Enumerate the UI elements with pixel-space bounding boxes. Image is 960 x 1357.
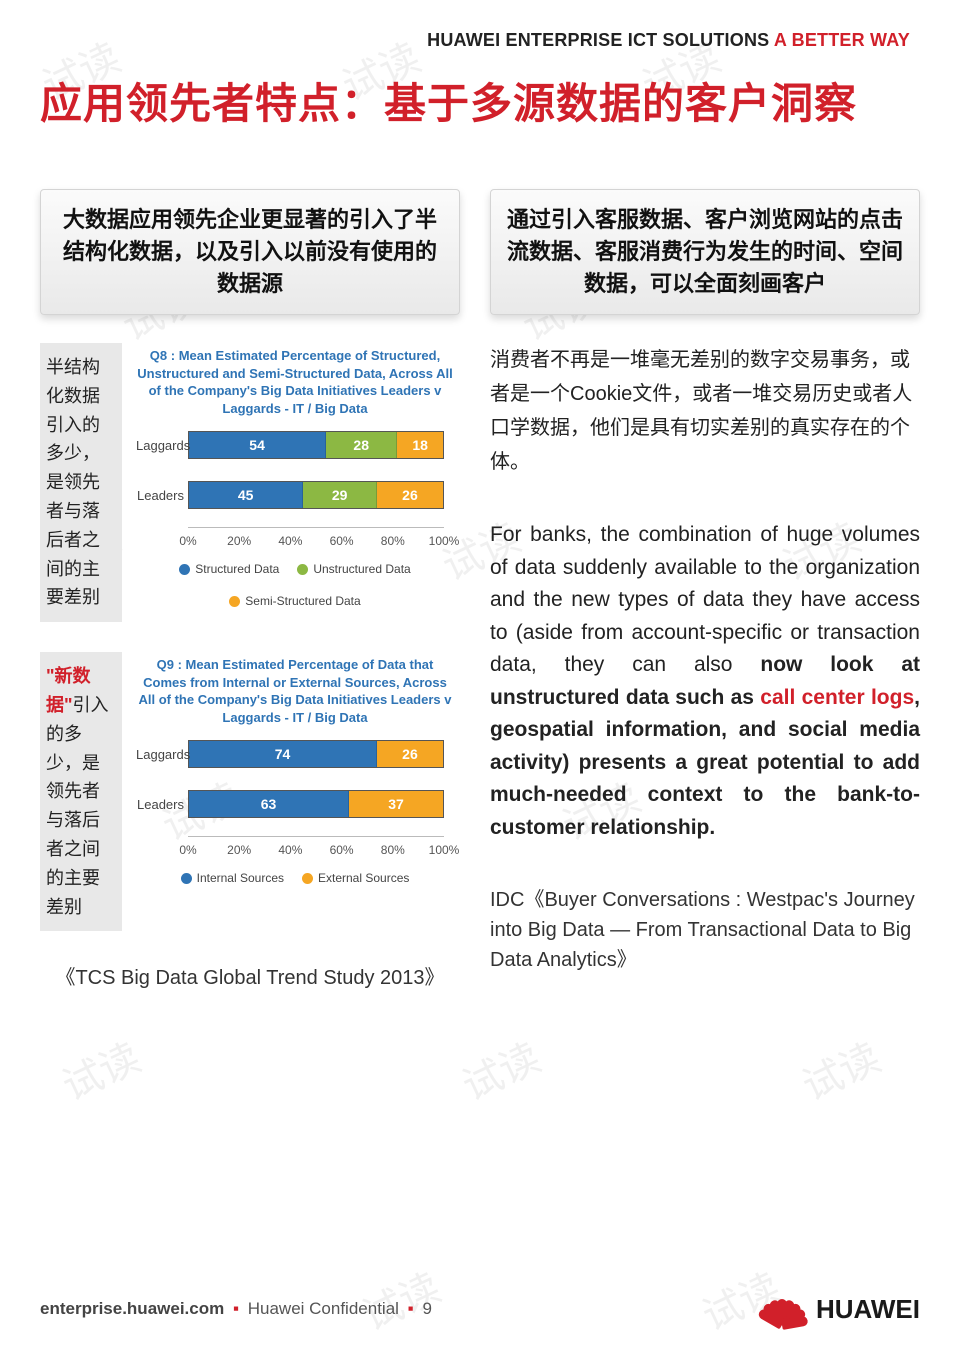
en-red: call center logs <box>760 686 914 709</box>
bar-segment: 28 <box>326 432 397 458</box>
chart-q9-legend: Internal Sources External Sources <box>136 871 454 885</box>
x-axis: 0%20%40%60%80%100% <box>188 534 444 552</box>
right-column: 通过引入客服数据、客户浏览网站的点击流数据、客服消费行为发生的时间、空间数据，可… <box>490 189 920 990</box>
bar-segment: 26 <box>377 482 443 508</box>
legend-item: Unstructured Data <box>297 562 410 576</box>
left-column: 大数据应用领先企业更显著的引入了半结构化数据，以及引入以前没有使用的数据源 半结… <box>40 189 460 990</box>
bar-stack: 452926 <box>188 481 444 509</box>
legend-item: Internal Sources <box>181 871 284 885</box>
bar-segment: 45 <box>189 482 303 508</box>
footer-page-number: 9 <box>422 1299 431 1318</box>
legend-item: External Sources <box>302 871 409 885</box>
bar-row-label: Leaders <box>136 797 184 812</box>
chart-q9-bars: Laggards7426Leaders63370%20%40%60%80%100… <box>136 736 454 861</box>
bar-segment: 74 <box>189 741 377 767</box>
chart-q8-note: 半结构化数据引入的多少，是领先者与落后者之间的主要差别 <box>40 343 122 622</box>
x-tick: 0% <box>179 534 196 548</box>
chart-q9-note-rest: 引入的多少，是领先者与落后者之间的主要差别 <box>46 695 109 917</box>
bar-segment: 63 <box>189 791 349 817</box>
footer-domain: enterprise.huawei.com <box>40 1299 224 1318</box>
bar-segment: 29 <box>303 482 377 508</box>
x-tick: 100% <box>429 534 460 548</box>
footer-confidential: Huawei Confidential <box>248 1299 399 1318</box>
x-tick: 40% <box>278 534 302 548</box>
x-tick: 60% <box>330 534 354 548</box>
right-panel-heading: 通过引入客服数据、客户浏览网站的点击流数据、客服消费行为发生的时间、空间数据，可… <box>490 189 920 315</box>
huawei-petals-icon <box>754 1287 810 1331</box>
legend-swatch <box>179 564 190 575</box>
legend-label: Semi-Structured Data <box>245 594 360 608</box>
legend-item: Semi-Structured Data <box>229 594 360 608</box>
x-tick: 80% <box>381 843 405 857</box>
footer: enterprise.huawei.com ▪ Huawei Confident… <box>40 1287 920 1331</box>
legend-swatch <box>229 596 240 607</box>
right-paragraph-en: For banks, the combination of huge volum… <box>490 519 920 844</box>
tagline-black: HUAWEI ENTERPRISE ICT SOLUTIONS <box>427 30 769 50</box>
huawei-wordmark: HUAWEI <box>816 1294 920 1325</box>
x-axis: 0%20%40%60%80%100% <box>188 843 444 861</box>
x-tick: 60% <box>330 843 354 857</box>
legend-swatch <box>297 564 308 575</box>
chart-q9-note: "新数据"引入的多少，是领先者与落后者之间的主要差别 <box>40 652 122 931</box>
footer-sep-2: ▪ <box>408 1299 414 1318</box>
bar-stack: 7426 <box>188 740 444 768</box>
legend-label: External Sources <box>318 871 409 885</box>
bar-row-label: Laggards <box>136 747 184 762</box>
chart-q9: "新数据"引入的多少，是领先者与落后者之间的主要差别 Q9 : Mean Est… <box>40 652 460 931</box>
header-tagline: HUAWEI ENTERPRISE ICT SOLUTIONS A BETTER… <box>40 30 910 51</box>
chart-q8-legend: Structured Data Unstructured Data Semi-Str… <box>136 562 454 608</box>
tagline-red: A BETTER WAY <box>774 30 910 50</box>
chart-q8-title: Q8 : Mean Estimated Percentage of Struct… <box>136 347 454 417</box>
bar-stack: 6337 <box>188 790 444 818</box>
left-panel-heading: 大数据应用领先企业更显著的引入了半结构化数据，以及引入以前没有使用的数据源 <box>40 189 460 315</box>
bar-segment: 54 <box>189 432 326 458</box>
right-citation: IDC《Buyer Conversations : Westpac's Jour… <box>490 885 920 975</box>
bar-segment: 18 <box>397 432 443 458</box>
huawei-logo: HUAWEI <box>754 1287 920 1331</box>
bar-row: Leaders452926 <box>188 477 444 513</box>
x-tick: 100% <box>429 843 460 857</box>
page-title: 应用领先者特点：基于多源数据的客户洞察 <box>40 79 920 129</box>
bar-stack: 542818 <box>188 431 444 459</box>
legend-label: Unstructured Data <box>313 562 410 576</box>
legend-item: Structured Data <box>179 562 279 576</box>
chart-q8-bars: Laggards542818Leaders4529260%20%40%60%80… <box>136 427 454 552</box>
legend-swatch <box>302 873 313 884</box>
legend-swatch <box>181 873 192 884</box>
footer-sep-1: ▪ <box>233 1299 239 1318</box>
bar-row-label: Laggards <box>136 438 184 453</box>
bar-segment: 26 <box>377 741 443 767</box>
x-tick: 80% <box>381 534 405 548</box>
x-tick: 20% <box>227 534 251 548</box>
footer-left: enterprise.huawei.com ▪ Huawei Confident… <box>40 1299 432 1319</box>
x-tick: 20% <box>227 843 251 857</box>
legend-label: Structured Data <box>195 562 279 576</box>
right-paragraph-cn: 消费者不再是一堆毫无差别的数字交易事务，或者是一个Cookie文件，或者一堆交易… <box>490 343 920 479</box>
chart-q9-title: Q9 : Mean Estimated Percentage of Data t… <box>136 656 454 726</box>
chart-q8: 半结构化数据引入的多少，是领先者与落后者之间的主要差别 Q8 : Mean Es… <box>40 343 460 622</box>
bar-row: Leaders6337 <box>188 786 444 822</box>
bar-row-label: Leaders <box>136 488 184 503</box>
bar-row: Laggards7426 <box>188 736 444 772</box>
x-tick: 40% <box>278 843 302 857</box>
bar-row: Laggards542818 <box>188 427 444 463</box>
left-source: 《TCS Big Data Global Trend Study 2013》 <box>40 961 460 990</box>
bar-segment: 37 <box>349 791 443 817</box>
x-tick: 0% <box>179 843 196 857</box>
legend-label: Internal Sources <box>197 871 284 885</box>
